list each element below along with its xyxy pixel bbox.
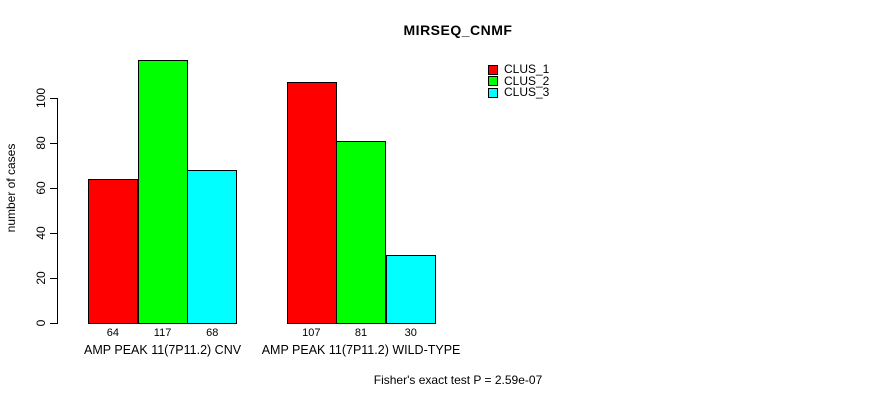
annotation-text: Fisher's exact test P = 2.59e-07 — [373, 373, 543, 387]
bar-clus_2-group1 — [138, 60, 188, 324]
bar-clus_3-group2 — [386, 255, 436, 324]
legend-swatch-clus_2 — [488, 76, 498, 87]
y-tick-mark-100 — [50, 97, 58, 99]
y-axis-label: number of cases — [4, 143, 18, 233]
legend-label-clus_2: CLUS_2 — [504, 73, 550, 88]
bar-clus_3-group1 — [187, 170, 237, 324]
group-label-2: AMP PEAK 11(7P11.2) WILD-TYPE — [261, 343, 461, 357]
bar-value-clus_2-group2: 81 — [354, 327, 368, 339]
bar-clus_2-group2 — [336, 141, 386, 324]
bar-clus_1-group1 — [88, 179, 138, 324]
legend-item-clus_3: CLUS_3 — [488, 85, 550, 99]
bar-value-clus_3-group2: 30 — [404, 327, 417, 339]
legend-label-clus_1: CLUS_1 — [504, 62, 550, 76]
legend-swatch-clus_1 — [488, 64, 498, 75]
legend-label-clus_3: CLUS_3 — [504, 85, 550, 99]
y-tick-mark-20 — [50, 277, 58, 279]
bar-value-clus_1-group1: 64 — [106, 327, 119, 339]
legend-item-clus_1: CLUS_1 — [488, 62, 550, 76]
y-tick-label-100: 100 — [34, 87, 48, 109]
y-tick-label-20: 20 — [34, 271, 48, 285]
y-tick-label-80: 80 — [34, 136, 48, 150]
bar-value-clus_1-group2: 107 — [302, 327, 321, 339]
legend-swatch-clus_3 — [488, 87, 498, 98]
y-tick-mark-80 — [50, 142, 58, 144]
chart-title: MIRSEQ_CNMF — [403, 22, 513, 38]
legend: CLUS_1 CLUS_2 CLUS_3 — [488, 62, 550, 99]
y-tick-label-60: 60 — [34, 181, 48, 195]
bar-value-clus_2-group1: 117 — [153, 327, 172, 339]
group-label-1: AMP PEAK 11(7P11.2) CNV — [84, 343, 242, 357]
y-tick-mark-40 — [50, 232, 58, 234]
legend-item-clus_2: CLUS_2 — [488, 73, 550, 88]
y-axis-line — [57, 98, 58, 324]
bar-clus_1-group2 — [287, 82, 337, 324]
y-tick-label-0: 0 — [34, 319, 48, 327]
y-tick-mark-60 — [50, 187, 58, 189]
bar-value-clus_3-group1: 68 — [206, 327, 219, 339]
y-tick-label-40: 40 — [34, 226, 48, 240]
y-tick-mark-0 — [50, 322, 58, 324]
